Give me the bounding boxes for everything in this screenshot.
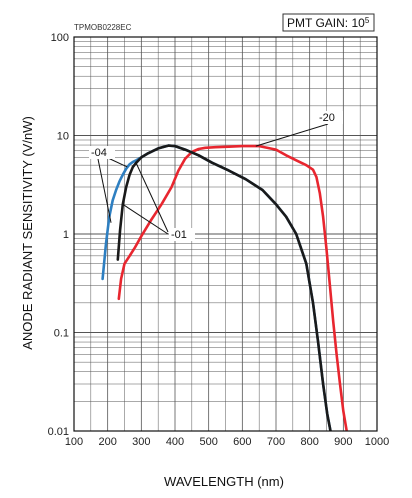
y-tick-label: 0.01: [48, 426, 69, 438]
x-tick-label: 100: [65, 436, 83, 448]
annotation-background: [89, 146, 115, 159]
y-tick-label: 0.1: [54, 328, 69, 340]
annotation-label-20: -20: [319, 112, 335, 124]
x-tick-label: 800: [300, 436, 318, 448]
grid: [74, 37, 377, 431]
x-tick-label: 600: [233, 436, 251, 448]
annotation-leader: [135, 161, 169, 233]
x-tick-label: 1000: [365, 436, 389, 448]
x-tick-label: 700: [267, 436, 285, 448]
plot-frame: [73, 36, 378, 432]
x-tick-label: 900: [334, 436, 352, 448]
x-axis-title: WAVELENGTH (nm): [164, 474, 284, 489]
annotation-label-01: -01: [171, 229, 187, 241]
gain-label: PMT GAIN: 10: [287, 16, 365, 30]
annotation-background: [169, 228, 195, 241]
series-line-01: [116, 144, 332, 431]
series-line-04: [101, 144, 332, 431]
series-line-20: [117, 144, 349, 431]
figure-code: TPMOB0228EC: [74, 23, 132, 32]
y-tick-label: 10: [57, 131, 69, 143]
annotations: -04 -01 -20: [89, 111, 343, 241]
annotation-leader: [255, 123, 329, 147]
annotation-leader: [122, 203, 169, 235]
gain-exponent: 5: [365, 16, 370, 25]
y-tick-label: 1: [63, 229, 69, 241]
x-tick-label: 200: [98, 436, 116, 448]
series-group: [101, 144, 349, 431]
x-tick-label: 300: [132, 436, 150, 448]
annotation-label-04: -04: [91, 147, 107, 159]
x-tick-label: 500: [199, 436, 217, 448]
y-axis-title: ANODE RADIANT SENSITIVITY (V/nW): [20, 116, 35, 350]
y-tick-label: 100: [51, 32, 69, 44]
gain-box: PMT GAIN: 105: [282, 13, 375, 32]
annotation-leader: [97, 158, 112, 223]
x-tick-label: 400: [166, 436, 184, 448]
annotation-background: [317, 111, 343, 124]
svg-text:PMT GAIN: 105: PMT GAIN: 105: [287, 16, 370, 30]
y-tick-labels: 0.01 0.1 1 10 100: [48, 32, 69, 438]
x-tick-labels: 100 200 300 400 500 600 700 800 900 1000: [65, 436, 389, 448]
annotation-leader: [107, 157, 128, 168]
